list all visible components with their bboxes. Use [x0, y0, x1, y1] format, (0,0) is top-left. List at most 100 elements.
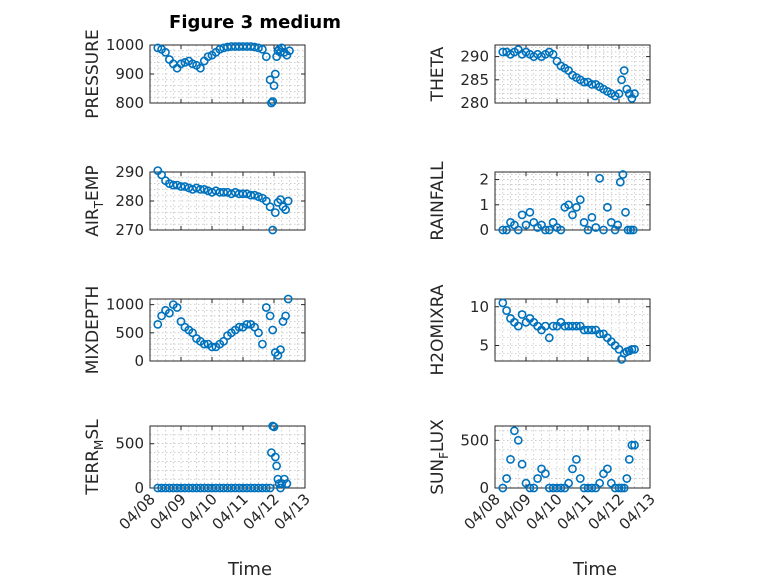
data-point [176, 182, 186, 191]
data-point [172, 180, 182, 190]
y-axis-label: THETA [428, 46, 448, 102]
data-point [180, 182, 190, 191]
data-point [548, 49, 558, 59]
axes-border [494, 298, 651, 362]
data-point [595, 173, 604, 183]
data-point [572, 454, 581, 464]
data-point [510, 426, 519, 436]
data-point [281, 205, 290, 215]
data-point [192, 183, 201, 193]
data-point [544, 225, 554, 235]
data-point [579, 77, 589, 87]
data-point [617, 483, 626, 493]
data-point [568, 210, 577, 220]
data-point [164, 308, 174, 318]
data-point [572, 202, 581, 212]
data-point [627, 344, 637, 354]
data-point [157, 170, 166, 180]
subplot-air-temp: 270 280 290 AIRTEMP [83, 163, 306, 239]
data-point [265, 75, 275, 85]
data-point [161, 47, 170, 57]
data-point [498, 225, 508, 235]
y-axis-label: MIXDEPTH [83, 286, 103, 375]
data-point [238, 189, 248, 199]
data-point [587, 325, 597, 335]
figure-title: Figure 3 medium [169, 12, 341, 33]
data-point [176, 317, 186, 326]
data-point [276, 345, 285, 355]
x-axis-label-right: Time [572, 559, 617, 580]
y-tick-label: 280 [460, 94, 489, 112]
data-point [541, 225, 550, 235]
data-point [207, 342, 217, 352]
data-point [266, 98, 276, 108]
data-point [525, 483, 535, 493]
data-point [556, 225, 566, 235]
data-point [188, 59, 197, 69]
y-tick-label: 900 [115, 65, 144, 83]
data-point [268, 97, 278, 106]
data-point [261, 483, 271, 493]
y-tick-label: 0 [479, 479, 489, 497]
data-point [502, 225, 511, 235]
data-point [587, 80, 597, 89]
data-point [219, 187, 228, 197]
data-point [257, 339, 267, 349]
data-point [250, 190, 259, 200]
y-axis-label: RAINFALL [428, 161, 448, 241]
y-tick-label: 1000 [106, 296, 144, 314]
data-point [234, 322, 244, 332]
data-point [269, 81, 279, 90]
data-point [283, 196, 293, 206]
data-point [283, 294, 293, 304]
data-point [628, 225, 638, 235]
data-point [172, 303, 182, 312]
data-point [575, 474, 585, 483]
y-axis-label: H2OMIXRA [428, 284, 448, 375]
data-point [254, 43, 263, 53]
data-point [250, 42, 259, 52]
y-tick-label: 10 [470, 298, 489, 316]
data-point [517, 210, 527, 220]
data-point [517, 459, 527, 469]
y-tick-label: 1 [479, 196, 489, 214]
data-point [513, 321, 523, 331]
data-point [281, 311, 290, 321]
data-point [195, 63, 205, 73]
data-point [276, 483, 285, 493]
x-tick-label: 04/13 [616, 490, 659, 533]
data-point [626, 225, 635, 235]
data-point [272, 461, 281, 471]
y-tick-label: 285 [460, 71, 489, 89]
data-point [614, 483, 624, 493]
subplot-h2o-mixing-ratio: 5 10 H2OMIXRA [428, 284, 651, 376]
data-point [282, 479, 292, 488]
data-point [627, 440, 637, 450]
data-point [603, 202, 612, 212]
data-point [517, 310, 527, 319]
y-tick-label: 0 [479, 221, 489, 239]
data-point [498, 298, 508, 308]
data-point [498, 47, 508, 57]
data-point [277, 43, 287, 53]
y-tick-label: 1000 [106, 36, 144, 54]
data-point [282, 50, 292, 60]
data-point [176, 59, 186, 69]
data-point [257, 44, 267, 54]
data-point [575, 195, 585, 205]
data-point [242, 319, 252, 329]
axes-border [494, 425, 651, 489]
data-point [627, 94, 637, 103]
data-point [624, 89, 634, 99]
data-point [623, 225, 633, 235]
data-point [533, 474, 542, 483]
data-point [615, 177, 625, 187]
x-tick-label: 04/13 [271, 490, 314, 533]
data-point [521, 220, 531, 230]
y-tick-label: 0 [134, 352, 144, 370]
data-point [265, 202, 275, 212]
